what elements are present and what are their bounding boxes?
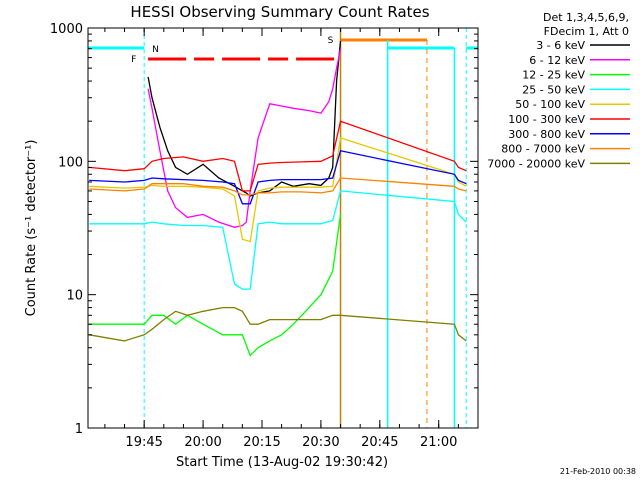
series-line-1 [147, 48, 342, 228]
x-axis-label: Start Time (13-Aug-02 19:30:42) [176, 455, 388, 470]
legend-label: 7000 - 20000 keV [487, 157, 585, 170]
footer-timestamp: 21-Feb-2010 00:38 [560, 467, 636, 476]
legend-label: 6 - 12 keV [529, 54, 585, 67]
flare-flag-label: F [131, 55, 136, 65]
y-axis-label: Count Rate (s⁻¹ detector⁻¹) [24, 140, 39, 317]
legend-header: Det 1,3,4,5,6,9, [543, 11, 629, 24]
y-tick-label: 1 [75, 422, 83, 437]
y-tick-label: 1000 [50, 22, 83, 37]
legend-label: 100 - 300 keV [508, 113, 585, 126]
y-tick-label: 100 [58, 155, 83, 170]
series-lines [89, 40, 467, 357]
series-line-2 [89, 214, 342, 357]
x-tick-label: 19:45 [125, 435, 162, 450]
legend: Det 1,3,4,5,6,9,FDecim 1, Att 03 - 6 keV… [487, 11, 630, 170]
series-line-0 [147, 40, 342, 197]
plot-frame [87, 27, 479, 429]
series-line-6 [89, 150, 467, 205]
saa-flag-label: S [328, 36, 334, 46]
y-tick-label: 10 [66, 289, 83, 304]
legend-header: FDecim 1, Att 0 [544, 25, 629, 38]
series-line-4 [89, 137, 467, 243]
flag-bars: N F S [88, 28, 478, 428]
series-line-3 [89, 190, 467, 290]
legend-label: 50 - 100 keV [515, 98, 585, 111]
axis-ticks: 19:45 20:00 20:15 20:30 20:45 21:00 1 10 100 1000 [50, 22, 479, 450]
legend-label: 3 - 6 keV [536, 39, 585, 52]
series-line-8 [89, 306, 467, 342]
legend-label: 25 - 50 keV [522, 83, 585, 96]
x-tick-label: 21:00 [420, 435, 457, 450]
x-tick-label: 20:00 [184, 435, 221, 450]
chart-title: HESSI Observing Summary Count Rates [130, 3, 429, 21]
x-tick-label: 20:30 [302, 435, 339, 450]
x-tick-label: 20:45 [361, 435, 398, 450]
legend-label: 800 - 7000 keV [501, 143, 585, 156]
legend-label: 300 - 800 keV [508, 128, 585, 141]
x-tick-label: 20:15 [243, 435, 280, 450]
legend-label: 12 - 25 keV [522, 69, 585, 82]
series-line-5 [89, 120, 467, 192]
series-line-7 [89, 177, 467, 196]
night-flag-label: N [152, 45, 159, 55]
